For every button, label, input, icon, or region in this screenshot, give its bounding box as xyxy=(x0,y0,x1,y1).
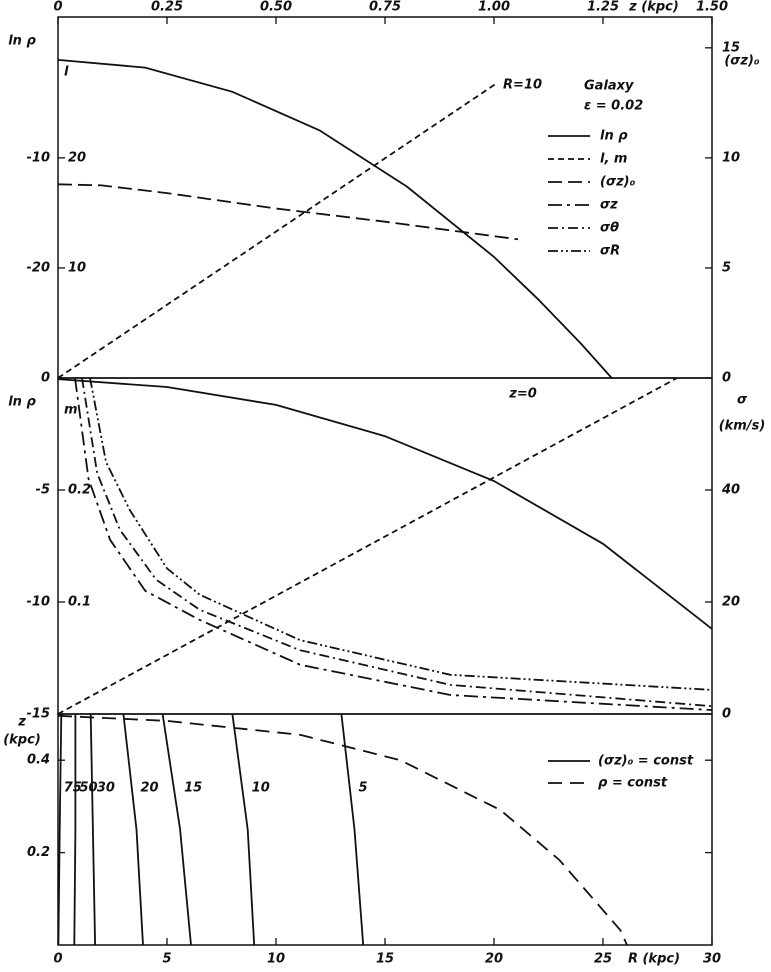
y2-tick-label: 40 xyxy=(721,483,740,498)
x-tick-label: 5 xyxy=(162,952,171,967)
y2-tick-label: 20 xyxy=(722,595,740,610)
contour-label: 5 xyxy=(358,780,367,795)
y3-axis-label: l xyxy=(64,65,69,80)
y-tick-label: 0 xyxy=(41,371,50,386)
contour-label: 15 xyxy=(184,780,202,795)
y-axis-label: ln ρ xyxy=(8,34,36,49)
y2-axis-unit: (km/s) xyxy=(719,419,766,434)
series-line xyxy=(89,713,96,946)
series-line xyxy=(89,377,713,691)
y3-tick-label: 0.1 xyxy=(68,595,91,610)
legend-subtitle: ε = 0.02 xyxy=(584,99,643,114)
y2-tick-label: 15 xyxy=(722,40,740,55)
x-tick-label: 1.25 xyxy=(587,0,619,15)
y3-tick-label: 10 xyxy=(68,260,86,275)
x-axis-label: R (kpc) xyxy=(628,952,680,967)
legend-label: ln ρ xyxy=(600,129,628,144)
y-tick-label: 0.2 xyxy=(27,845,50,860)
series-line xyxy=(161,713,192,946)
x-tick-label: 0 xyxy=(53,952,62,967)
series-line xyxy=(73,714,77,946)
x-tick-label: 30 xyxy=(703,952,721,967)
legend-label: σθ xyxy=(600,221,619,236)
x-tick-label: 0 xyxy=(53,0,62,15)
x-tick-label: 0.50 xyxy=(260,0,292,15)
legend-title: Galaxy xyxy=(584,79,634,94)
panel-frame xyxy=(57,377,713,715)
contour-label: 10 xyxy=(252,780,270,795)
series-line xyxy=(81,377,713,708)
legend-label: (σz)₀ xyxy=(600,175,636,190)
legend-label: σz xyxy=(600,198,618,213)
series-line xyxy=(57,378,713,630)
series-line xyxy=(57,82,498,379)
series-line xyxy=(340,713,365,946)
series-line xyxy=(57,59,613,379)
y-tick-label: -10 xyxy=(27,150,51,165)
series-line xyxy=(74,377,713,711)
legend-label: (σz)₀ = const xyxy=(598,754,694,769)
y2-tick-label: 5 xyxy=(722,260,731,275)
x-tick-label: 25 xyxy=(594,952,612,967)
series-line xyxy=(122,713,144,946)
panel-frame xyxy=(57,713,713,946)
contour-label: 75 xyxy=(64,780,82,795)
x-axis-label: z (kpc) xyxy=(628,0,679,15)
legend-label: σR xyxy=(600,244,620,259)
series-line xyxy=(231,713,256,946)
x-tick-label: 0.25 xyxy=(151,0,183,15)
y-axis-label: z xyxy=(17,715,26,730)
x-tick-label: 1.00 xyxy=(478,0,510,15)
annotation: R=10 xyxy=(503,78,542,93)
y2-tick-label: 0 xyxy=(722,371,731,386)
annotation: z=0 xyxy=(508,387,537,402)
y2-tick-label: 0 xyxy=(722,707,731,722)
y-tick-label: -20 xyxy=(27,260,51,275)
y3-axis-label: m xyxy=(64,403,78,418)
contour-label: 30 xyxy=(97,780,115,795)
y-axis-unit: (kpc) xyxy=(3,733,41,748)
x-tick-label: 10 xyxy=(267,952,285,967)
y-tick-label: 0.4 xyxy=(27,753,50,768)
y-tick-label: -5 xyxy=(36,483,50,498)
y-tick-label: -15 xyxy=(27,707,51,722)
y3-tick-label: 0.2 xyxy=(68,483,91,498)
series-line xyxy=(57,714,628,946)
legend-label: ρ = const xyxy=(598,776,668,791)
y-axis-label: ln ρ xyxy=(8,395,36,410)
x-tick-label: 20 xyxy=(485,952,503,967)
y3-tick-label: 20 xyxy=(68,150,86,165)
contour-label: 50 xyxy=(79,780,97,795)
series-line xyxy=(57,377,678,715)
x-tick-label: 1.50 xyxy=(696,0,728,15)
series-line xyxy=(57,713,63,946)
x-tick-label: 15 xyxy=(376,952,394,967)
y-tick-label: -10 xyxy=(27,595,51,610)
y2-axis-label: σ xyxy=(737,393,748,408)
legend-label: l, m xyxy=(600,152,627,167)
x-tick-label: 0.75 xyxy=(369,0,401,15)
y2-tick-label: 10 xyxy=(722,150,740,165)
contour-label: 20 xyxy=(140,780,158,795)
y2-axis-label: (σz)₀ xyxy=(724,54,760,69)
series-line xyxy=(57,183,519,241)
